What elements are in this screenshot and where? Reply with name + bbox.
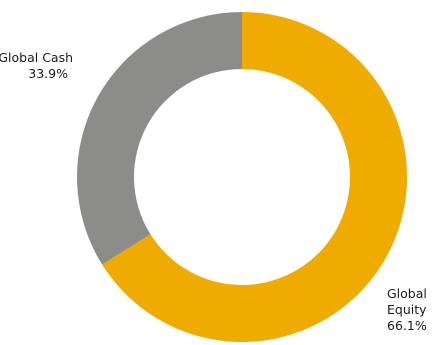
slice-global-equity (102, 12, 407, 343)
slice-label-global-equity-name-2: Equity (387, 302, 427, 317)
slice-label-global-equity: Global Equity 66.1% (387, 286, 431, 333)
slice-label-global-cash-value: 33.9% (28, 66, 68, 81)
slice-label-global-cash: Global Cash 33.9% (0, 50, 77, 81)
slice-label-global-cash-name: Global Cash (0, 50, 73, 65)
slice-label-global-equity-value: 66.1% (387, 318, 427, 333)
slices-layer (77, 12, 407, 343)
slice-label-global-equity-name-1: Global (387, 286, 427, 301)
slice-global-cash (77, 12, 243, 265)
